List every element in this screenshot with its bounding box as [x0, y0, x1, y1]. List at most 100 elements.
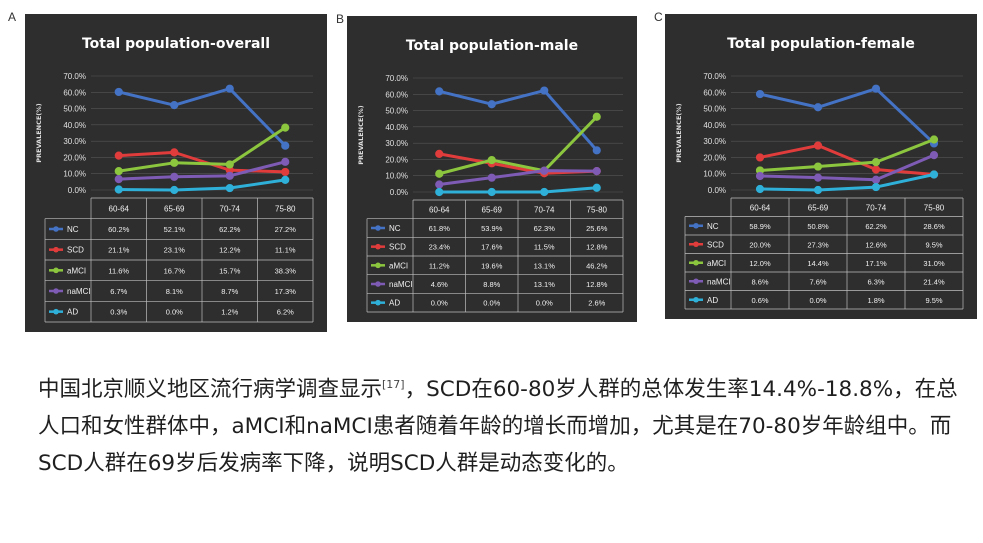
data-point-naMCI — [592, 167, 601, 176]
data-point-NC — [813, 103, 823, 112]
y-tick-label: 40.0% — [385, 123, 408, 132]
category-label: 75-80 — [924, 203, 945, 212]
data-label: 62.2% — [865, 222, 887, 231]
data-label: 8.1% — [166, 287, 183, 296]
data-label: 0.3% — [110, 308, 127, 317]
data-point-AD — [114, 185, 123, 194]
paragraph-text-start: 中国北京顺义地区流行病学调查显示 — [38, 377, 383, 402]
legend-marker-naMCI — [693, 278, 699, 285]
y-tick-label: 50.0% — [703, 105, 726, 114]
legend-label-naMCI: naMCI — [389, 280, 413, 289]
legend-label-aMCI: aMCI — [707, 259, 726, 268]
data-point-aMCI — [170, 158, 179, 167]
data-point-naMCI — [435, 180, 444, 189]
data-label: 23.1% — [164, 246, 186, 255]
data-point-SCD — [114, 151, 123, 160]
y-tick-label: 60.0% — [385, 90, 408, 99]
series-line-naMCI — [117, 160, 287, 181]
legend-label-AD: AD — [389, 299, 400, 308]
data-point-naMCI — [755, 171, 765, 181]
legend-label-NC: NC — [389, 224, 401, 233]
legend-label-SCD: SCD — [389, 243, 406, 252]
category-label: 60-64 — [429, 205, 450, 214]
data-point-SCD — [871, 165, 881, 174]
series-line-NC — [758, 87, 936, 145]
legend-marker-SCD — [53, 246, 59, 253]
data-label: 12.0% — [749, 259, 771, 268]
data-point-aMCI — [813, 162, 823, 171]
data-point-naMCI — [487, 173, 496, 182]
data-label: 17.1% — [865, 259, 887, 268]
y-axis-label: PREVALENCE(%) — [357, 105, 365, 165]
category-label: 75-80 — [587, 205, 608, 214]
data-point-naMCI — [225, 171, 234, 180]
data-label: 25.6% — [586, 224, 608, 233]
data-label: 61.8% — [429, 224, 451, 233]
data-point-NC — [435, 87, 444, 96]
data-point-aMCI — [871, 158, 881, 167]
data-label: 20.0% — [749, 240, 771, 249]
data-label: 6.3% — [867, 277, 884, 286]
y-tick-label: 70.0% — [385, 74, 408, 83]
data-label: 6.7% — [110, 287, 127, 296]
data-point-naMCI — [929, 151, 939, 160]
data-label: 38.3% — [275, 266, 297, 275]
series-line-NC — [437, 89, 599, 152]
legend-marker-NC — [53, 226, 59, 232]
y-tick-label: 30.0% — [63, 137, 86, 146]
data-label: 11.1% — [275, 246, 296, 255]
data-point-SCD — [813, 141, 823, 150]
series-line-aMCI — [117, 126, 287, 173]
data-point-naMCI — [114, 174, 123, 184]
legend-label-AD: AD — [707, 296, 718, 305]
data-label: 23.4% — [429, 243, 451, 252]
legend-label-AD: AD — [67, 308, 78, 317]
y-tick-label: 20.0% — [385, 155, 408, 164]
data-table: 60-64 65-69 70-74 75-80 NC 58.9% 50.8% 62.2% 28.… — [684, 197, 964, 310]
data-point-NC — [487, 100, 496, 109]
legend-label-NC: NC — [707, 222, 719, 231]
data-point-naMCI — [540, 166, 549, 175]
citation-ref[interactable]: [17] — [382, 378, 405, 391]
data-label: 6.2% — [277, 308, 294, 317]
legend-label-SCD: SCD — [67, 246, 84, 255]
y-tick-label: 20.0% — [703, 153, 726, 162]
series-line-aMCI — [437, 115, 599, 176]
data-label: 9.5% — [925, 240, 942, 249]
data-label: 21.4% — [923, 277, 945, 286]
category-label: 65-69 — [808, 203, 829, 212]
data-point-SCD — [435, 149, 444, 158]
data-label: 8.7% — [221, 287, 238, 296]
y-tick-label: 50.0% — [63, 105, 86, 114]
data-point-AD — [871, 182, 881, 192]
chart-svg: Total population-female PREVALENCE(%) 0.0%… — [675, 36, 964, 310]
data-label: 11.5% — [534, 243, 555, 252]
series-line-NC — [117, 87, 287, 148]
data-point-AD — [929, 170, 939, 179]
data-point-aMCI — [487, 155, 496, 165]
data-label: 62.3% — [534, 224, 556, 233]
data-point-aMCI — [435, 169, 444, 178]
chart-panel-female: Total population-female PREVALENCE(%) 0.0%… — [665, 14, 977, 319]
data-label: 50.8% — [807, 222, 829, 231]
data-point-NC — [592, 146, 601, 155]
panel-letter-a: A — [8, 10, 17, 24]
legend-marker-SCD — [375, 243, 381, 250]
data-point-SCD — [755, 153, 765, 162]
data-label: 12.6% — [865, 240, 887, 249]
data-point-naMCI — [170, 172, 179, 181]
y-tick-label: 10.0% — [385, 172, 408, 181]
chart-title: Total population-male — [406, 38, 578, 54]
y-tick-label: 60.0% — [63, 88, 86, 97]
data-label: 4.6% — [431, 280, 448, 289]
panel-letter-b: B — [336, 12, 345, 26]
y-tick-label: 0.0% — [68, 186, 86, 195]
category-label: 70-74 — [866, 203, 887, 212]
data-label: 28.6% — [923, 222, 945, 231]
data-label: 0.6% — [751, 296, 768, 305]
paragraph-text-rest: ，SCD在60-80岁人群的总体发生率14.4%-18.8%，在总人口和女性群体… — [38, 377, 958, 476]
data-point-AD — [170, 185, 179, 195]
data-label: 9.5% — [925, 296, 942, 305]
data-label: 60.2% — [108, 225, 130, 234]
category-label: 65-69 — [482, 205, 503, 214]
